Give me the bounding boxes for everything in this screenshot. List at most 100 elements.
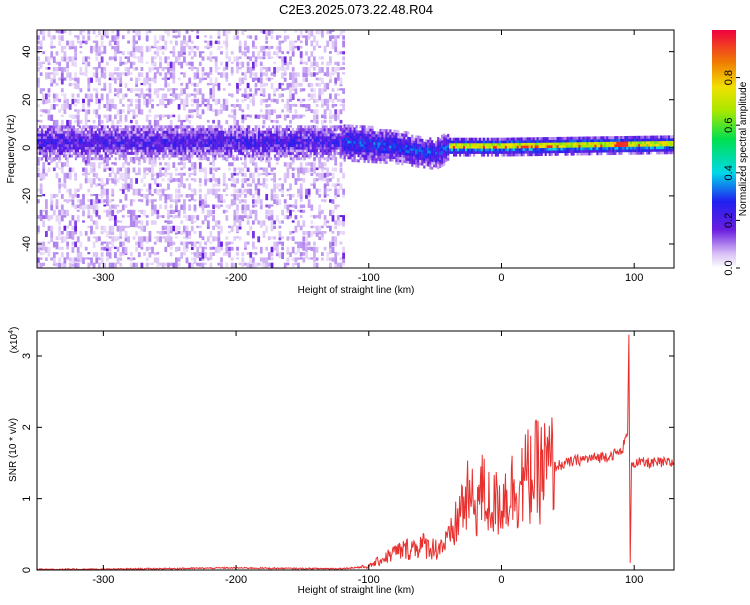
spectrogram-cell: [265, 146, 269, 150]
spectrogram-cell: [226, 146, 229, 150]
spectrogram-cell: [200, 136, 203, 139]
spectrogram-cell: [281, 138, 284, 142]
spectrogram-cell: [186, 146, 189, 150]
spectrogram-cell: [220, 144, 223, 147]
spectrogram-cell: [45, 172, 48, 177]
spectrogram-cell: [258, 130, 261, 134]
spectrogram-cell: [161, 178, 165, 182]
spectrogram-cell: [275, 194, 279, 201]
spectrogram-cell: [334, 194, 338, 199]
spectrogram-cell: [176, 136, 179, 139]
spectrogram-cell: [353, 151, 356, 155]
spectrogram-cell: [297, 133, 300, 137]
spectrogram-cell: [154, 136, 157, 139]
spectrogram-cell: [318, 236, 322, 241]
spectrogram-cell: [164, 114, 168, 117]
spectrogram-cell: [106, 114, 109, 122]
spectrogram-cell: [50, 194, 54, 201]
spectrogram-cell: [299, 35, 303, 38]
spectrogram-cell: [326, 67, 330, 74]
spectrogram-cell: [37, 104, 40, 108]
spectrogram-cell: [323, 125, 326, 129]
spectrogram-cell: [88, 151, 91, 155]
spectrogram-cell: [158, 146, 161, 150]
spectrogram-cell: [241, 178, 245, 184]
spectrogram-cell: [278, 225, 282, 229]
spectrogram-cell: [145, 167, 149, 171]
spectrogram-cell: [100, 51, 104, 55]
spectrogram-cell: [151, 104, 154, 109]
spectrogram-cell: [302, 220, 306, 227]
spectrogram-cell: [212, 146, 215, 150]
spectrogram-cell: [209, 77, 213, 84]
spectrogram-cell: [373, 149, 376, 153]
spectrogram-cell: [127, 67, 130, 74]
spectrogram-cell: [68, 138, 71, 142]
spectrogram-cell: [80, 154, 83, 158]
spectrogram-cell: [375, 144, 378, 148]
spectrogram-cell: [273, 144, 277, 147]
spectrogram-cell: [183, 231, 186, 235]
spectrogram-cell: [429, 150, 432, 154]
spectrogram-cell: [146, 149, 149, 153]
spectrogram-cell: [198, 151, 201, 155]
spectrogram-cell: [196, 72, 200, 79]
spectrogram-cell: [200, 130, 203, 134]
spectrogram-cell: [37, 67, 40, 72]
spectrogram-cell: [411, 150, 414, 154]
spectrogram-cell: [278, 93, 282, 98]
spectrogram-cell: [291, 194, 295, 198]
spectrogram-cell: [159, 231, 162, 235]
spectrogram-cell: [294, 167, 298, 170]
spectrogram-cell: [63, 215, 67, 218]
spectrogram-cell: [182, 144, 185, 147]
spectrogram-cell: [206, 138, 209, 142]
spectrogram-cell: [160, 144, 163, 147]
spectrogram-cell: [270, 204, 274, 207]
spectrogram-cell: [407, 131, 410, 135]
spectrogram-cell: [301, 138, 304, 142]
spectrogram-cell: [365, 146, 368, 150]
spectrogram-cell: [329, 172, 332, 176]
spectrogram-cell: [92, 45, 96, 52]
spectrogram-cell: [174, 125, 177, 129]
spectrogram-cell: [193, 231, 197, 234]
spectrogram-cell: [283, 149, 286, 153]
spectrogram-cell: [103, 30, 107, 37]
spectrogram-cell: [297, 241, 300, 248]
spectrogram-cell: [137, 162, 141, 166]
spectrogram-cell: [193, 67, 197, 69]
spectrogram-cell: [327, 136, 330, 139]
spectrogram-cell: [74, 82, 77, 89]
spectrogram-cell: [186, 133, 189, 137]
spectrogram-cell: [302, 104, 306, 108]
spectrogram-cell: [294, 215, 298, 220]
spectrogram-cell: [305, 144, 308, 147]
spectrogram-cell: [185, 93, 189, 99]
spectrogram-cell: [190, 40, 194, 44]
spectrogram-cell: [95, 252, 99, 258]
spectrogram-cell: [168, 149, 171, 153]
spectrogram-cell: [419, 146, 422, 150]
spectrogram-cell: [267, 204, 271, 209]
spectrogram-cell: [409, 142, 412, 146]
spectrogram-cell: [258, 157, 261, 161]
spectrogram-cell: [175, 257, 178, 264]
spectrogram-cell: [104, 149, 107, 153]
spectrogram-cell: [277, 157, 281, 161]
spectrogram-cell: [156, 209, 160, 215]
spectrogram-cell: [329, 128, 332, 132]
spectrogram-cell: [250, 141, 253, 145]
spectrogram-cell: [140, 67, 144, 71]
spectrogram-cell: [291, 114, 295, 120]
spectrogram-cell: [108, 56, 112, 61]
spectrogram-cell: [206, 146, 209, 150]
spectrogram-cell: [82, 194, 85, 200]
spectrogram-cell: [153, 114, 157, 120]
spectrogram-cell: [137, 109, 141, 115]
spectrogram-cell: [41, 144, 44, 147]
spectrogram-cell: [313, 45, 316, 51]
spectrogram-cell: [98, 183, 101, 186]
spectrogram-cell: [271, 144, 275, 147]
spectrogram-cell: [68, 133, 71, 137]
